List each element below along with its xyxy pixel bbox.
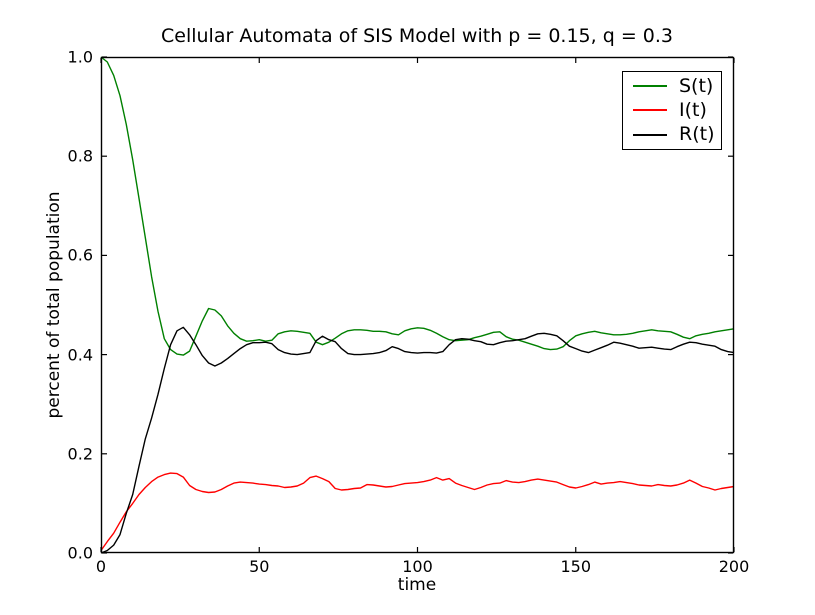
legend-item-i: I(t)	[633, 98, 715, 122]
y-tick-label: 0.4	[67, 345, 93, 364]
x-tick-label: 0	[95, 557, 107, 576]
chart-title: Cellular Automata of SIS Model with p = …	[161, 25, 673, 47]
y-tick-label: 0.2	[67, 444, 93, 464]
line-series-S(t)	[100, 56, 735, 356]
legend-label: R(t)	[679, 123, 715, 146]
line-series-I(t)	[100, 472, 735, 551]
x-tick-label: 50	[249, 557, 270, 576]
line-series-R(t)	[100, 326, 735, 554]
y-tick-label: 1.0	[67, 47, 93, 67]
y-tick-label: 0.0	[67, 543, 93, 563]
y-tick-label: 0.6	[67, 245, 93, 265]
legend-label: I(t)	[679, 98, 707, 121]
x-tick-label: 150	[560, 557, 592, 576]
legend-item-s: S(t)	[633, 74, 715, 98]
legend: S(t) I(t) R(t)	[622, 71, 722, 150]
legend-line-sample-black	[633, 133, 667, 136]
legend-item-r: R(t)	[633, 123, 715, 147]
x-axis-label: time	[397, 575, 437, 595]
x-tick-label: 100	[402, 557, 433, 576]
legend-label: S(t)	[679, 74, 714, 97]
legend-line-sample-red	[633, 109, 667, 112]
x-tick-label: 200	[718, 557, 750, 576]
legend-line-sample-green	[633, 85, 667, 88]
plot-frame	[100, 56, 735, 554]
y-tick-label: 0.8	[67, 146, 93, 166]
